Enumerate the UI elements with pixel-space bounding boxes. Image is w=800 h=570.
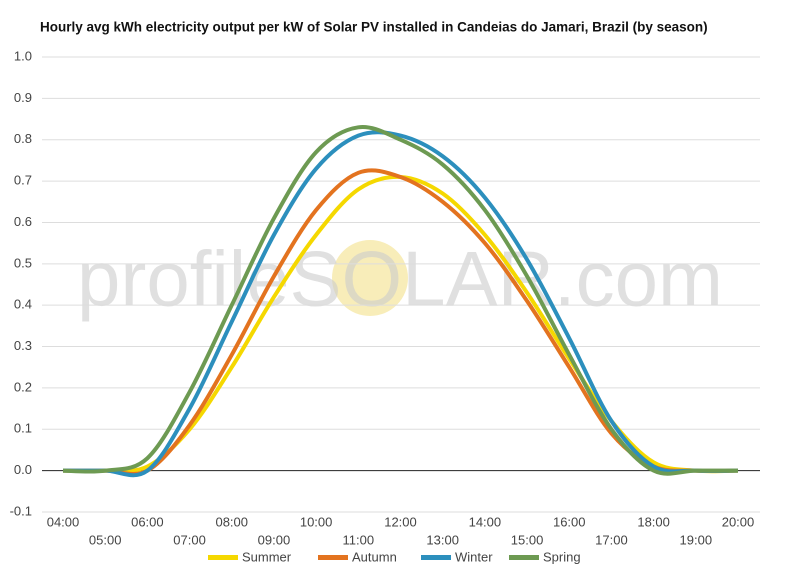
chart-title: Hourly avg kWh electricity output per kW…: [40, 20, 708, 35]
y-tick-label: 0.2: [14, 379, 32, 394]
x-tick-label: 17:00: [595, 532, 628, 547]
legend-swatch: [421, 555, 451, 560]
x-tick-label: 12:00: [384, 514, 417, 529]
y-tick-label: 1.0: [14, 48, 32, 63]
x-tick-label: 08:00: [215, 514, 248, 529]
legend-label: Winter: [455, 549, 493, 564]
y-tick-label: -0.1: [10, 503, 32, 518]
x-tick-label: 13:00: [426, 532, 459, 547]
x-tick-label: 14:00: [469, 514, 502, 529]
legend-swatch: [208, 555, 238, 560]
y-tick-label: 0.8: [14, 131, 32, 146]
x-tick-label: 11:00: [343, 532, 375, 547]
watermark: profileSOLAR.com: [77, 235, 723, 323]
x-tick-label: 09:00: [258, 532, 291, 547]
y-tick-label: 0.9: [14, 90, 32, 105]
y-tick-label: 0.6: [14, 214, 32, 229]
x-tick-label: 18:00: [637, 514, 670, 529]
legend-label: Spring: [543, 549, 581, 564]
legend-label: Summer: [242, 549, 292, 564]
y-tick-label: 0.1: [14, 421, 32, 436]
y-tick-label: 0.3: [14, 338, 32, 353]
x-tick-label: 10:00: [300, 514, 333, 529]
series-line: [62, 130, 739, 478]
y-tick-label: 0.0: [14, 462, 32, 477]
watermark-sun: [332, 240, 408, 316]
y-tick-label: 0.5: [14, 255, 32, 270]
series-line: [62, 174, 739, 474]
legend-label: Autumn: [352, 549, 397, 564]
legend-swatch: [318, 555, 348, 560]
x-tick-label: 16:00: [553, 514, 586, 529]
x-tick-label: 20:00: [722, 514, 755, 529]
y-tick-label: 0.7: [14, 173, 32, 188]
x-tick-label: 06:00: [131, 514, 164, 529]
legend-swatch: [509, 555, 539, 560]
x-tick-label: 07:00: [173, 532, 206, 547]
series-line: [62, 125, 738, 476]
x-tick-label: 19:00: [680, 532, 713, 547]
x-tick-label: 04:00: [47, 514, 80, 529]
y-tick-label: 0.4: [14, 297, 32, 312]
x-tick-label: 05:00: [89, 532, 122, 547]
x-tick-label: 15:00: [511, 532, 544, 547]
